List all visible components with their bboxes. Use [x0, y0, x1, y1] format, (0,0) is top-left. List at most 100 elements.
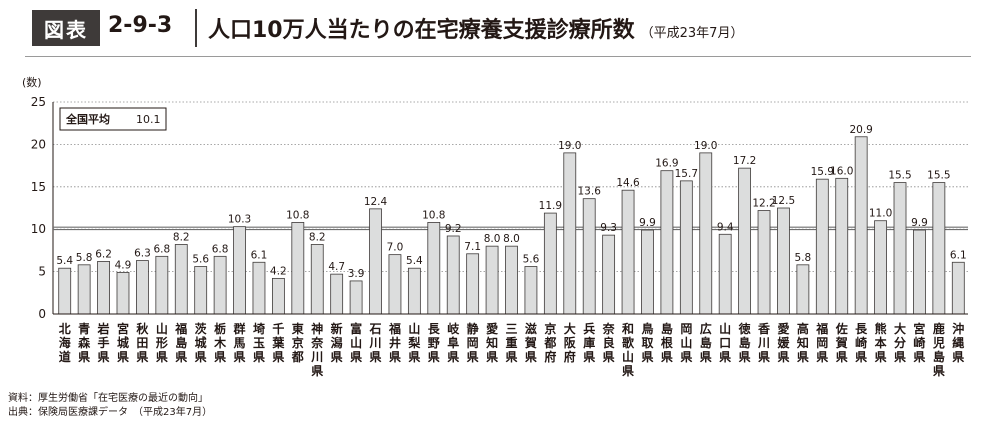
bar — [310, 244, 324, 315]
x-tick-label: 長野県 — [428, 321, 441, 364]
bar — [446, 235, 460, 315]
bar — [796, 264, 810, 315]
x-tick-label: 徳島県 — [738, 321, 751, 364]
bar-value-label: 5.4 — [406, 255, 423, 267]
figure-title-text: 人口10万人当たりの在宅療養支援診療所数 — [208, 18, 635, 43]
bar — [777, 207, 790, 315]
source-note: 資料：厚生労働省「在宅医療の最近の動向」 — [8, 393, 208, 404]
x-tick-label: 山梨県 — [407, 321, 420, 364]
bar-value-label: 10.3 — [228, 214, 251, 226]
bar — [485, 245, 499, 315]
bar-value-label: 5.6 — [192, 254, 209, 266]
figure-title: 人口10万人当たりの在宅療養支援診療所数 （平成23年7月） — [208, 12, 743, 44]
bar — [77, 264, 91, 315]
bar-value-label: 19.0 — [694, 140, 717, 152]
x-tick-label: 奈良県 — [602, 321, 616, 364]
figure-subtitle: （平成23年7月） — [640, 26, 744, 41]
x-tick-label: 秋田県 — [136, 321, 149, 364]
x-tick-label: 三重県 — [505, 322, 517, 364]
bar — [738, 167, 752, 315]
bar-chart: (数) 0 5 10 15 20 25 5.4 北海道 5.8 青森県 6.2 岩手県 4.9 宮城県 6.3… — [22, 76, 968, 378]
bar-value-label: 7.1 — [464, 241, 481, 253]
origin-note: 出典：保険局医療課データ （平成23年7月） — [8, 407, 213, 418]
y-axis-unit-label: (数) — [22, 76, 42, 89]
x-tick-label: 鳥取県 — [641, 321, 653, 364]
x-tick-label: 宮城県 — [117, 321, 129, 364]
bar — [835, 177, 849, 315]
y-tick-label: 25 — [31, 95, 46, 109]
bar-value-label: 8.0 — [484, 233, 501, 245]
bar — [369, 208, 382, 315]
bar-value-label: 6.8 — [212, 243, 229, 255]
x-tick-label: 兵庫県 — [583, 321, 595, 364]
x-tick-label: 栃木県 — [213, 321, 227, 364]
bar — [699, 152, 713, 315]
bar-value-label: 15.5 — [927, 170, 950, 182]
x-tick-label: 愛媛県 — [776, 321, 790, 364]
bar — [505, 245, 518, 315]
bar — [582, 198, 596, 315]
x-tick-label: 富山県 — [350, 321, 362, 364]
x-tick-label: 新潟県 — [331, 321, 343, 364]
bar — [330, 273, 344, 315]
bar-value-label: 4.7 — [328, 261, 345, 273]
bar — [854, 136, 868, 315]
x-tick-label: 香川県 — [757, 321, 770, 364]
bar — [718, 233, 732, 315]
header-rule — [25, 56, 971, 57]
x-tick-label: 岡山県 — [680, 322, 692, 364]
bar-value-label: 16.0 — [830, 165, 853, 177]
y-tick-label: 15 — [31, 180, 46, 194]
bar — [116, 272, 130, 315]
bar-value-label: 6.3 — [134, 248, 151, 260]
footnotes: 資料：厚生労働省「在宅医療の最近の動向」 出典：保険局医療課データ （平成23年… — [8, 392, 212, 420]
bar — [252, 261, 266, 315]
x-tick-label: 茨城県 — [195, 321, 207, 364]
bar-value-label: 6.2 — [95, 248, 112, 260]
bar-value-label: 8.0 — [503, 233, 520, 245]
bar-value-label: 11.0 — [869, 208, 892, 220]
title-separator — [195, 9, 197, 47]
bar — [155, 255, 169, 315]
average-legend-box — [59, 107, 167, 131]
bar-value-label: 17.2 — [733, 155, 756, 167]
bar — [291, 222, 305, 315]
bar — [466, 253, 480, 315]
bar — [388, 254, 402, 315]
x-tick-label: 佐賀県 — [835, 321, 848, 364]
bar-value-label: 6.1 — [251, 249, 268, 261]
bar-value-label: 10.8 — [286, 209, 309, 221]
bar — [427, 222, 441, 315]
x-tick-label: 島根県 — [661, 321, 673, 364]
bar-value-label: 8.2 — [309, 231, 326, 243]
x-tick-label: 群馬県 — [233, 321, 246, 364]
bar — [271, 277, 285, 315]
figure-badge: 図表 — [32, 10, 100, 46]
x-tick-label: 広島県 — [700, 321, 712, 364]
bar — [679, 180, 693, 315]
bar-value-label: 12.2 — [752, 198, 775, 210]
bar-value-label: 6.8 — [153, 243, 170, 255]
x-tick-label: 静岡県 — [467, 321, 479, 364]
bar — [621, 189, 635, 315]
bar — [641, 229, 654, 315]
x-tick-label: 和歌山県 — [621, 321, 635, 378]
bar-value-label: 14.6 — [616, 177, 640, 189]
bar-value-label: 15.9 — [811, 166, 834, 178]
x-tick-label: 福井県 — [388, 321, 401, 364]
bar-value-label: 12.5 — [772, 195, 795, 207]
y-tick-label: 20 — [31, 137, 46, 151]
x-tick-label: 長崎県 — [855, 321, 868, 364]
y-tick-label: 5 — [38, 265, 46, 279]
bar — [815, 178, 829, 315]
x-tick-label: 東京都 — [291, 321, 304, 364]
bar — [349, 280, 363, 315]
bar — [543, 212, 557, 315]
bar — [213, 255, 227, 315]
x-tick-label: 千葉県 — [271, 321, 285, 364]
bar — [951, 261, 965, 315]
x-tick-label: 福島県 — [174, 321, 187, 364]
y-tick-label: 0 — [38, 307, 46, 321]
bar-value-label: 8.2 — [173, 231, 190, 243]
figure-number: 2-9-3 — [108, 13, 173, 38]
